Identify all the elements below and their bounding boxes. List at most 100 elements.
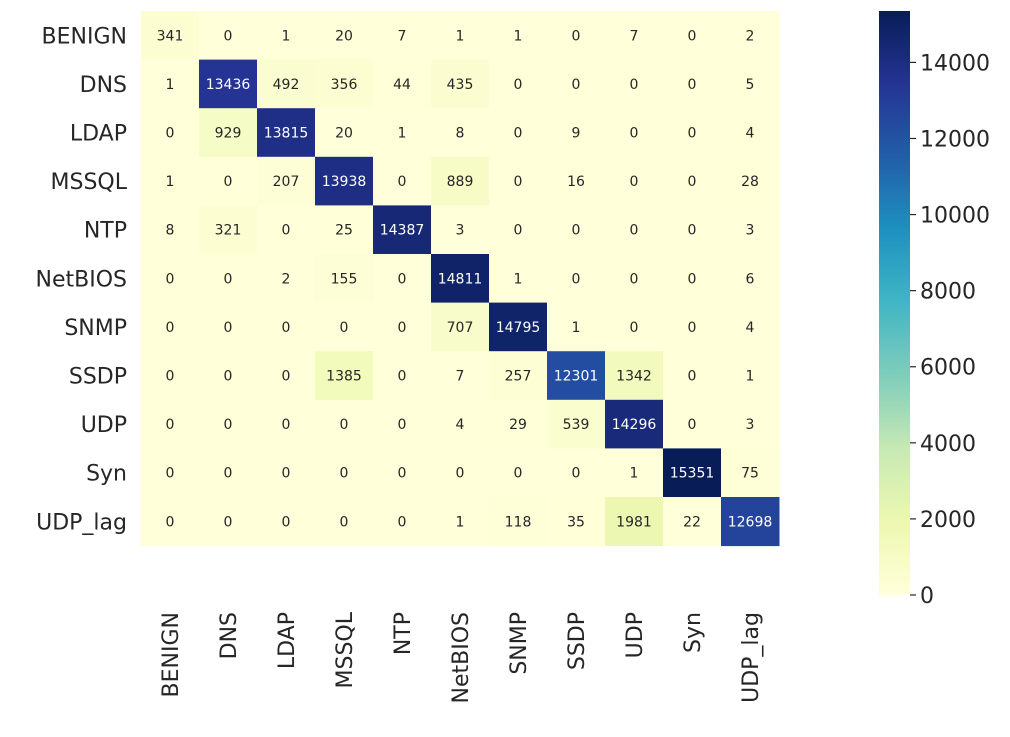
heatmap-cell	[141, 108, 200, 158]
heatmap-cell	[431, 156, 490, 206]
heatmap-cell	[547, 254, 606, 304]
heatmap-cell	[489, 156, 548, 206]
cell-value-label: 4	[456, 417, 465, 433]
cell-value-label: 22	[683, 514, 701, 530]
heatmap-cell	[199, 302, 258, 352]
cell-value-label: 7	[398, 28, 407, 44]
colorbar-tick-label: 14000	[920, 51, 990, 76]
cell-value-label: 207	[273, 174, 300, 190]
cell-value-label: 1	[282, 28, 291, 44]
cell-value-label: 2	[282, 271, 291, 287]
cell-value-label: 0	[688, 320, 697, 336]
cell-value-label: 0	[166, 271, 175, 287]
heatmap-cell	[663, 59, 722, 109]
cell-value-label: 13938	[322, 174, 367, 190]
cell-value-label: 0	[630, 320, 639, 336]
row-label: LDAP	[70, 122, 127, 147]
cell-value-label: 155	[331, 271, 358, 287]
cell-value-label: 0	[340, 320, 349, 336]
heatmap-cell	[663, 351, 722, 401]
heatmap-cell	[373, 448, 432, 498]
heatmap-cell	[315, 399, 374, 449]
cell-value-label: 14387	[380, 223, 425, 239]
cell-value-label: 0	[572, 466, 581, 482]
heatmap-cell	[141, 302, 200, 352]
cell-value-label: 0	[688, 126, 697, 142]
cell-value-label: 0	[340, 466, 349, 482]
cell-value-label: 14811	[438, 271, 483, 287]
cell-value-label: 1	[630, 466, 639, 482]
heatmap-cell	[315, 205, 374, 255]
cell-value-label: 0	[630, 271, 639, 287]
heatmap-cell	[489, 448, 548, 498]
heatmap-cell	[199, 205, 258, 255]
colorbar-ticks: 0 2000 4000 6000 8000 10000 12000 14000	[910, 51, 990, 609]
cell-value-label: 0	[224, 28, 233, 44]
cell-value-label: 7	[630, 28, 639, 44]
row-label: NTP	[84, 219, 127, 244]
cell-value-label: 16	[567, 174, 585, 190]
cell-value-label: 0	[166, 466, 175, 482]
heatmap-cell	[489, 254, 548, 304]
heatmap-cell	[605, 399, 664, 449]
heatmap-cell	[431, 399, 490, 449]
heatmap-cell	[721, 108, 780, 158]
cell-value-label: 0	[282, 514, 291, 530]
cell-value-label: 44	[393, 77, 411, 93]
cell-value-label: 1	[456, 514, 465, 530]
cell-value-label: 1981	[616, 514, 652, 530]
heatmap-cell	[547, 302, 606, 352]
cell-value-label: 889	[447, 174, 474, 190]
heatmap-cell	[315, 108, 374, 158]
heatmap-cell	[721, 59, 780, 109]
heatmap-cell	[663, 302, 722, 352]
cell-value-label: 0	[688, 417, 697, 433]
heatmap-cell	[257, 497, 316, 547]
column-label: Syn	[681, 612, 706, 653]
cell-value-label: 15351	[670, 466, 715, 482]
heatmap-cell	[663, 108, 722, 158]
cell-value-label: 0	[572, 223, 581, 239]
cell-value-label: 356	[331, 77, 358, 93]
cell-value-label: 929	[215, 126, 242, 142]
cell-value-label: 1	[572, 320, 581, 336]
heatmap-cell	[431, 448, 490, 498]
heatmap-cell	[721, 399, 780, 449]
heatmap-cell	[431, 108, 490, 158]
cell-value-label: 1	[166, 174, 175, 190]
cell-value-label: 0	[224, 174, 233, 190]
heatmap-cell	[373, 497, 432, 547]
row-label: Syn	[86, 462, 127, 487]
heatmap-cell	[141, 205, 200, 255]
heatmap-cell	[199, 351, 258, 401]
cell-value-label: 8	[166, 223, 175, 239]
heatmap-cell	[489, 205, 548, 255]
heatmap-cell	[663, 11, 722, 61]
cell-value-label: 3	[746, 223, 755, 239]
colorbar-tick-label: 8000	[920, 280, 976, 305]
cell-value-label: 1	[166, 77, 175, 93]
cell-value-label: 0	[224, 466, 233, 482]
cell-value-label: 0	[282, 223, 291, 239]
heatmap-cell	[199, 399, 258, 449]
column-label: NetBIOS	[449, 612, 474, 703]
heatmap-cell	[721, 205, 780, 255]
column-label: SSDP	[565, 612, 590, 670]
cell-value-label: 1	[746, 369, 755, 385]
heatmap-cell	[489, 351, 548, 401]
cell-value-label: 29	[509, 417, 527, 433]
heatmap-cell	[199, 11, 258, 61]
heatmap-cell	[141, 156, 200, 206]
cell-value-label: 0	[282, 320, 291, 336]
heatmap-cell	[547, 351, 606, 401]
heatmap-cell	[605, 448, 664, 498]
cell-value-label: 0	[630, 223, 639, 239]
heatmap-cell	[721, 254, 780, 304]
heatmap-cell	[141, 399, 200, 449]
heatmap-cell	[199, 59, 258, 109]
heatmap-cell	[141, 448, 200, 498]
heatmap-cell	[315, 254, 374, 304]
heatmap-cell	[431, 11, 490, 61]
heatmap-cell	[605, 254, 664, 304]
